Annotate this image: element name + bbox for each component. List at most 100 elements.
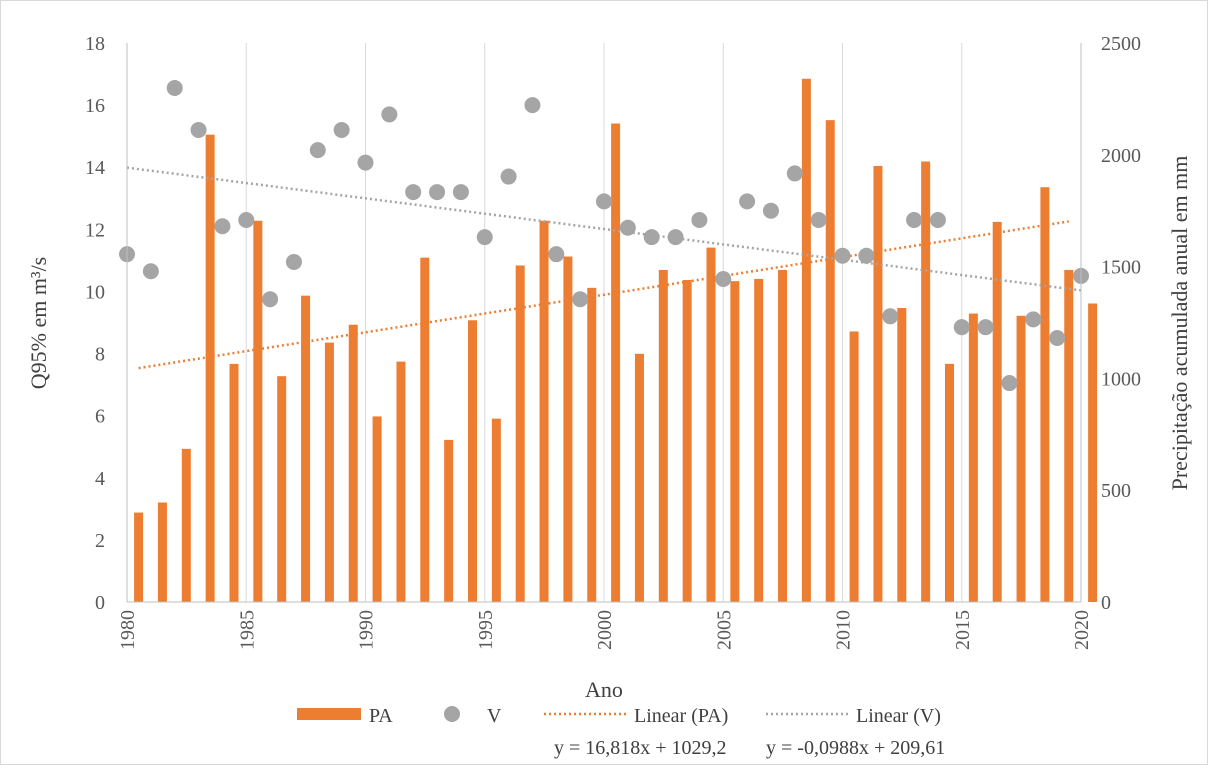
bar-pa-1998 [563, 256, 573, 602]
tick-label-y-right-1000: 1000 [1101, 368, 1141, 390]
bar-pa-2006 [754, 278, 764, 602]
point-v-2004 [691, 212, 708, 229]
point-v-2014 [929, 212, 946, 229]
point-v-1998 [548, 246, 565, 263]
v-points [119, 80, 1089, 392]
y-axis-right-title: Precipitação acumulada anual em mm [1167, 156, 1192, 491]
legend-v-label: V [487, 705, 502, 727]
bar-pa-1984 [229, 363, 239, 602]
legend: PA V Linear (PA) Linear (V) [297, 705, 941, 727]
tick-label-y-right-2500: 2500 [1101, 33, 1141, 55]
point-v-1994 [452, 184, 469, 201]
point-v-2010 [834, 247, 851, 264]
bar-pa-2008 [801, 78, 811, 602]
bar-pa-2009 [825, 120, 835, 602]
tick-labels: 0 2 4 6 8 10 12 14 16 18 0 500 1000 1500 2000 2500 1980 1… [85, 33, 1141, 650]
tick-label-x-2015: 2015 [952, 610, 974, 650]
bar-pa-1996 [515, 265, 525, 602]
point-v-2018 [1025, 311, 1042, 328]
legend-pa-swatch [297, 708, 361, 720]
bar-pa-1982 [181, 448, 191, 602]
tick-label-x-2005: 2005 [713, 610, 735, 650]
bar-pa-1992 [420, 257, 430, 602]
tick-label-x-1995: 1995 [475, 610, 497, 650]
point-v-1995 [476, 229, 493, 246]
point-v-2016 [977, 319, 994, 336]
bar-pa-1993 [444, 439, 454, 602]
tick-label-y-left-0: 0 [95, 592, 105, 614]
point-v-1992 [405, 184, 422, 201]
bar-pa-2019 [1064, 269, 1074, 602]
tick-label-x-2000: 2000 [594, 610, 616, 650]
bar-pa-2015 [968, 313, 978, 602]
legend-linear-pa-label: Linear (PA) [634, 705, 728, 727]
tick-label-x-1985: 1985 [236, 610, 258, 650]
bar-pa-1994 [468, 320, 477, 602]
bar-pa-1999 [587, 287, 597, 602]
x-axis-title: Ano [585, 677, 623, 702]
tick-label-y-left-14: 14 [85, 157, 105, 179]
point-v-2000 [596, 193, 612, 210]
point-v-1991 [381, 106, 398, 123]
point-v-2003 [667, 229, 684, 246]
bar-pa-2018 [1040, 187, 1050, 603]
bar-pa-2002 [658, 269, 668, 602]
bar-pa-1997 [539, 220, 549, 602]
point-v-2012 [882, 308, 899, 325]
point-v-2006 [739, 193, 756, 210]
tick-label-y-left-18: 18 [85, 33, 105, 55]
trendline-v [126, 166, 1082, 292]
bar-pa-2012 [897, 307, 907, 602]
tick-label-y-left-16: 16 [85, 95, 105, 117]
bar-pa-2014 [945, 363, 954, 602]
tick-label-x-1980: 1980 [117, 610, 139, 650]
legend-v-marker [444, 706, 460, 722]
tick-label-y-left-2: 2 [95, 530, 105, 552]
bar-pa-1995 [491, 418, 501, 602]
legend-pa-label: PA [369, 705, 393, 727]
point-v-1986 [262, 291, 279, 308]
point-v-2019 [1049, 330, 1066, 347]
trendline-pa [138, 220, 1069, 370]
point-v-2001 [619, 219, 636, 236]
point-v-2007 [762, 202, 779, 219]
bar-pa-1988 [324, 342, 334, 602]
axes [126, 43, 1082, 603]
tick-label-y-left-10: 10 [85, 281, 105, 303]
bar-pa-2010 [849, 331, 859, 602]
bar-pa-2017 [1016, 315, 1026, 602]
bar-pa-2003 [682, 280, 692, 602]
tick-label-x-1990: 1990 [356, 610, 378, 650]
bar-pa-1980 [134, 512, 144, 602]
bar-pa-2004 [706, 247, 716, 602]
tick-label-y-right-1500: 1500 [1101, 257, 1141, 279]
bar-pa-2013 [921, 161, 931, 602]
trendline-v-equation: y = -0,0988x + 209,61 [766, 737, 945, 759]
bar-pa-1987 [301, 295, 311, 602]
point-v-1985 [238, 212, 255, 229]
trendline-pa-equation: y = 16,818x + 1029,2 [554, 737, 727, 759]
bar-pa-2007 [778, 269, 788, 602]
point-v-1993 [429, 184, 446, 201]
point-v-1997 [524, 97, 541, 114]
tick-label-x-2020: 2020 [1071, 610, 1093, 650]
bar-pa-1991 [396, 361, 406, 602]
point-v-2015 [953, 319, 970, 336]
point-v-1983 [190, 121, 207, 138]
bar-pa-1985 [253, 220, 263, 602]
tick-label-y-left-8: 8 [95, 344, 105, 366]
point-v-1996 [500, 168, 517, 185]
bar-pa-2000 [611, 123, 621, 602]
legend-linear-v-label: Linear (V) [856, 705, 941, 727]
tick-label-y-right-0: 0 [1101, 592, 1111, 614]
point-v-2008 [786, 165, 803, 182]
bar-pa-2016 [992, 221, 1002, 602]
bar-pa-2005 [730, 281, 740, 602]
tick-label-y-left-4: 4 [95, 468, 105, 490]
tick-label-y-left-12: 12 [85, 219, 105, 241]
point-v-2011 [858, 247, 875, 264]
point-v-1987 [285, 253, 302, 270]
point-v-1989 [333, 121, 350, 138]
